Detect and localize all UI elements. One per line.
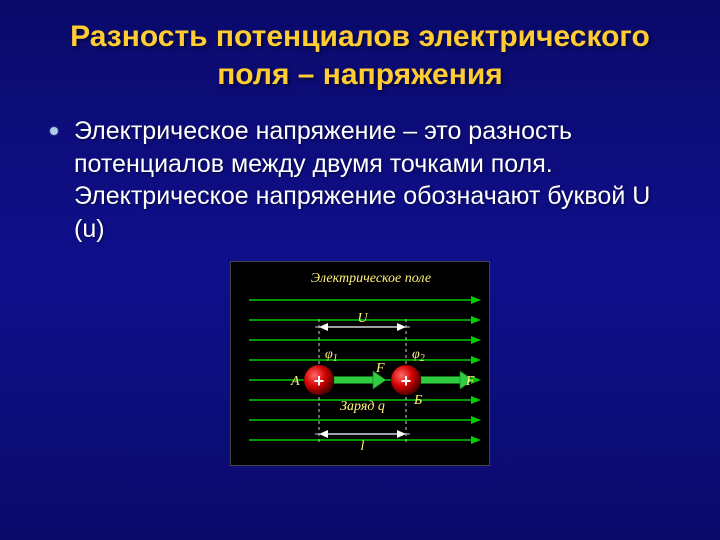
svg-text:l: l <box>361 439 365 454</box>
svg-text:+: + <box>401 371 412 391</box>
svg-text:U: U <box>357 311 368 326</box>
svg-text:φ2: φ2 <box>412 347 425 364</box>
electric-field-diagram: Электрическое поле Uφ1 φ2 A Б F F + + Заряд q l <box>230 261 490 466</box>
svg-text:F: F <box>375 361 385 376</box>
svg-text:Б: Б <box>413 393 422 408</box>
svg-text:φ1: φ1 <box>325 347 338 364</box>
svg-text:A: A <box>290 374 300 389</box>
slide-title: Разность потенциалов электрического поля… <box>0 0 720 103</box>
svg-text:+: + <box>314 371 325 391</box>
bullet-dot-icon <box>50 127 58 135</box>
bullet-text: Электрическое напряжение – это разность … <box>74 115 680 245</box>
bullet-row: Электрическое напряжение – это разность … <box>0 103 720 245</box>
svg-text:F: F <box>465 374 475 389</box>
svg-text:Электрическое поле: Электрическое поле <box>311 271 431 286</box>
diagram-container: Электрическое поле Uφ1 φ2 A Б F F + + Заряд q l <box>0 261 720 466</box>
svg-text:Заряд q: Заряд q <box>340 399 385 414</box>
